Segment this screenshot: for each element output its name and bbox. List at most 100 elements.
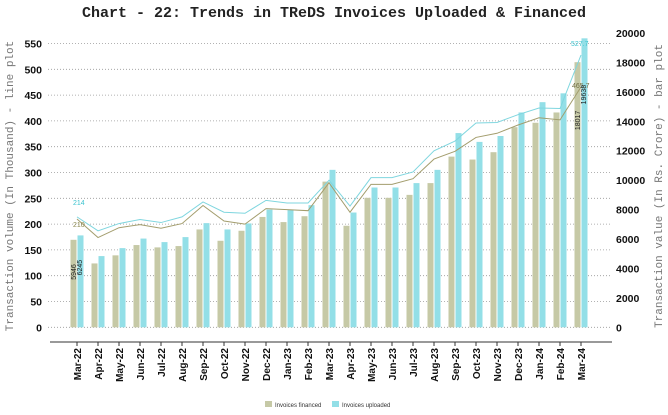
bar-financed <box>469 159 476 328</box>
left-tick-label: 100 <box>24 271 42 283</box>
bar-uploaded <box>581 38 588 328</box>
x-tick-label: Dec-23 <box>514 348 525 381</box>
label-first-bar-financed: 5946 <box>71 264 78 280</box>
left-tick-label: 350 <box>24 142 42 154</box>
bar-uploaded <box>350 212 357 328</box>
bar-uploaded <box>476 141 483 328</box>
x-tick-label: Aug-22 <box>178 348 189 382</box>
bar-uploaded <box>203 223 210 328</box>
bar-uploaded <box>497 136 504 328</box>
bar-financed <box>217 240 224 328</box>
bar-uploaded <box>308 205 315 328</box>
x-tick-label: Apr-23 <box>346 348 357 380</box>
bar-uploaded <box>455 133 462 328</box>
right-tick-label: 16000 <box>616 87 645 99</box>
left-tick-label: 50 <box>30 297 42 309</box>
bar-uploaded <box>98 256 105 328</box>
bar-uploaded <box>140 238 147 328</box>
legend-swatch-financed <box>265 401 272 407</box>
label-first-uploaded: 214 <box>73 200 85 207</box>
bar-financed <box>406 194 413 328</box>
chart-title: Chart - 22: Trends in TReDS Invoices Upl… <box>82 5 586 22</box>
bar-uploaded <box>560 93 567 328</box>
x-tick-label: Apr-22 <box>94 348 105 380</box>
bar-financed <box>133 245 140 328</box>
bar-uploaded <box>392 187 399 328</box>
bar-financed <box>154 247 161 328</box>
left-tick-label: 200 <box>24 219 42 231</box>
bar-financed <box>175 246 182 328</box>
right-tick-label: 2000 <box>616 293 640 305</box>
x-tick-label: Aug-23 <box>430 348 441 382</box>
label-first-bar-uploaded: 6245 <box>77 260 84 276</box>
left-axis-title: Transaction volume (In Thousand) - line … <box>5 41 17 331</box>
x-tick-label: Jan-23 <box>283 348 294 380</box>
right-tick-label: 6000 <box>616 234 640 246</box>
label-last-bar-financed: 18017 <box>575 111 582 131</box>
bar-financed <box>448 156 455 328</box>
bar-financed <box>532 122 539 328</box>
x-tick-label: Feb-24 <box>556 348 567 381</box>
left-tick-label: 500 <box>24 64 42 76</box>
bar-financed <box>196 229 203 328</box>
bar-financed <box>112 255 119 328</box>
x-tick-label: Nov-23 <box>493 348 504 382</box>
bar-financed <box>238 230 245 328</box>
right-tick-label: 14000 <box>616 116 645 128</box>
bar-uploaded <box>434 169 441 328</box>
bar-uploaded <box>77 235 84 328</box>
left-tick-label: 550 <box>24 39 42 51</box>
x-tick-label: Oct-22 <box>220 348 231 380</box>
bar-uploaded <box>287 209 294 328</box>
bar-financed <box>574 62 581 328</box>
right-tick-label: 4000 <box>616 263 640 275</box>
bar-uploaded <box>161 242 168 328</box>
x-tick-label: Mar-24 <box>577 348 588 381</box>
left-tick-label: 300 <box>24 168 42 180</box>
x-tick-label: Jul-23 <box>409 348 420 377</box>
bar-uploaded <box>266 209 273 328</box>
x-tick-label: Sep-22 <box>199 348 210 381</box>
bar-financed <box>301 216 308 328</box>
bar-financed <box>343 225 350 328</box>
bar-uploaded <box>245 223 252 328</box>
x-tick-label: Mar-23 <box>325 348 336 381</box>
bar-financed <box>364 197 371 328</box>
bar-financed <box>553 112 560 328</box>
bar-uploaded <box>518 112 525 328</box>
bar-uploaded <box>182 237 189 328</box>
label-last-financed: 465.7 <box>572 83 590 90</box>
bar-financed <box>91 263 98 328</box>
bar-uploaded <box>371 187 378 328</box>
bar-uploaded <box>539 102 546 328</box>
label-last-bar-uploaded: 19638 <box>581 85 588 105</box>
bar-financed <box>322 181 329 328</box>
right-tick-label: 8000 <box>616 205 640 217</box>
right-axis-title: Transaction value (In Rs. Crore) - bar p… <box>654 44 666 328</box>
right-tick-label: 20000 <box>616 28 645 40</box>
left-tick-label: 450 <box>24 90 42 102</box>
legend-label-uploaded: Invoices uploaded <box>342 403 390 409</box>
x-tick-label: Jan-24 <box>535 348 546 380</box>
left-tick-label: 250 <box>24 193 42 205</box>
bar-financed <box>490 152 497 328</box>
legend-label-financed: Invoices financed <box>275 403 321 409</box>
legend-swatch-uploaded <box>332 401 339 407</box>
x-tick-label: Feb-23 <box>304 348 315 381</box>
x-tick-label: Oct-23 <box>472 348 483 380</box>
bar-uploaded <box>224 229 231 328</box>
right-tick-label: 0 <box>616 322 622 334</box>
x-tick-label: May-23 <box>367 348 378 382</box>
bar-financed <box>70 239 77 328</box>
right-tick-label: 18000 <box>616 57 645 69</box>
x-tick-label: Nov-22 <box>241 348 252 382</box>
bar-uploaded <box>119 248 126 328</box>
bar-financed <box>427 183 434 328</box>
bar-financed <box>385 197 392 328</box>
x-tick-label: Sep-23 <box>451 348 462 381</box>
right-tick-label: 12000 <box>616 146 645 158</box>
bar-financed <box>511 127 518 328</box>
label-first-financed: 210 <box>73 222 85 229</box>
label-last-uploaded: 527.7 <box>571 41 589 48</box>
